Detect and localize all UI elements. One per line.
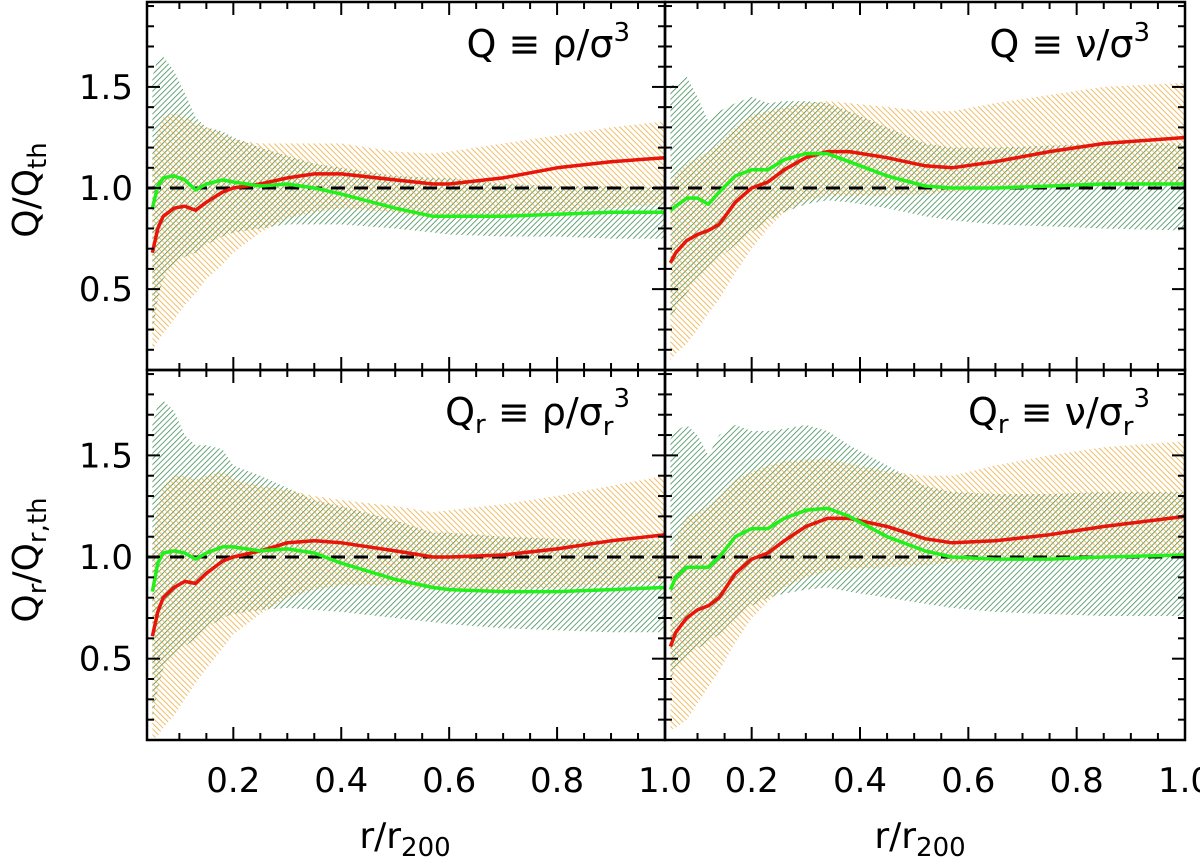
y-tick-label: 1.5 xyxy=(79,68,133,108)
x-tick-label: 1.0 xyxy=(1158,761,1200,801)
orange-band xyxy=(152,471,665,740)
series-line-red xyxy=(668,514,1186,648)
panel-title: Q ≡ ν/σ3 xyxy=(989,18,1150,66)
y-axis-title-bottom: Qr/Qr,th xyxy=(6,497,53,622)
y-tick-label: 1.0 xyxy=(79,538,133,578)
x-axis-title-right: r/r200 xyxy=(874,816,965,863)
panel-title: Qr ≡ ν/σr3 xyxy=(968,384,1150,442)
panel-bottom-left: 0.2 0.4 0.6 0.8 1.0 0.5 1.0 1.5 Qr ≡ ρ/σr3 xyxy=(79,368,692,801)
panel-bottom-right: 0.2 0.4 0.6 0.8 1.0 Qr ≡ ν/σr3 xyxy=(663,368,1200,801)
x-tick-label: 0.4 xyxy=(314,761,368,801)
y-tick-label: 0.5 xyxy=(79,270,133,310)
series-line-green xyxy=(150,174,665,219)
series-line-green xyxy=(669,151,1185,212)
series-line-green xyxy=(150,545,666,594)
series-line-red xyxy=(150,532,666,637)
y-tick-label: 1.0 xyxy=(79,169,133,209)
x-axis-title-left: r/r200 xyxy=(359,816,450,863)
y-tick-label: 0.5 xyxy=(79,640,133,680)
x-tick-label: 0.8 xyxy=(1050,761,1104,801)
x-tick-label: 0.6 xyxy=(422,761,476,801)
x-tick-label: 0.2 xyxy=(725,761,779,801)
panel-title: Qr ≡ ρ/σr3 xyxy=(445,384,630,442)
x-tick-label: 1.0 xyxy=(638,761,692,801)
series-line-green xyxy=(668,506,1186,591)
x-tick-label: 0.4 xyxy=(833,761,887,801)
x-tick-label: 0.8 xyxy=(530,761,584,801)
panel-top-right: Q ≡ ν/σ3 xyxy=(663,0,1187,372)
panel-title: Q ≡ ρ/σ3 xyxy=(467,18,630,66)
x-tick-label: 0.2 xyxy=(206,761,260,801)
x-tick-label: 0.6 xyxy=(941,761,995,801)
panel-frame xyxy=(663,368,1187,742)
y-axis-title-top: Q/Qth xyxy=(6,142,53,238)
panel-top-left: 0.5 1.0 1.5 Q ≡ ρ/σ3 xyxy=(79,0,667,372)
series-line-red xyxy=(150,155,666,254)
series-line-red xyxy=(668,135,1186,264)
y-tick-label: 1.5 xyxy=(79,436,133,476)
